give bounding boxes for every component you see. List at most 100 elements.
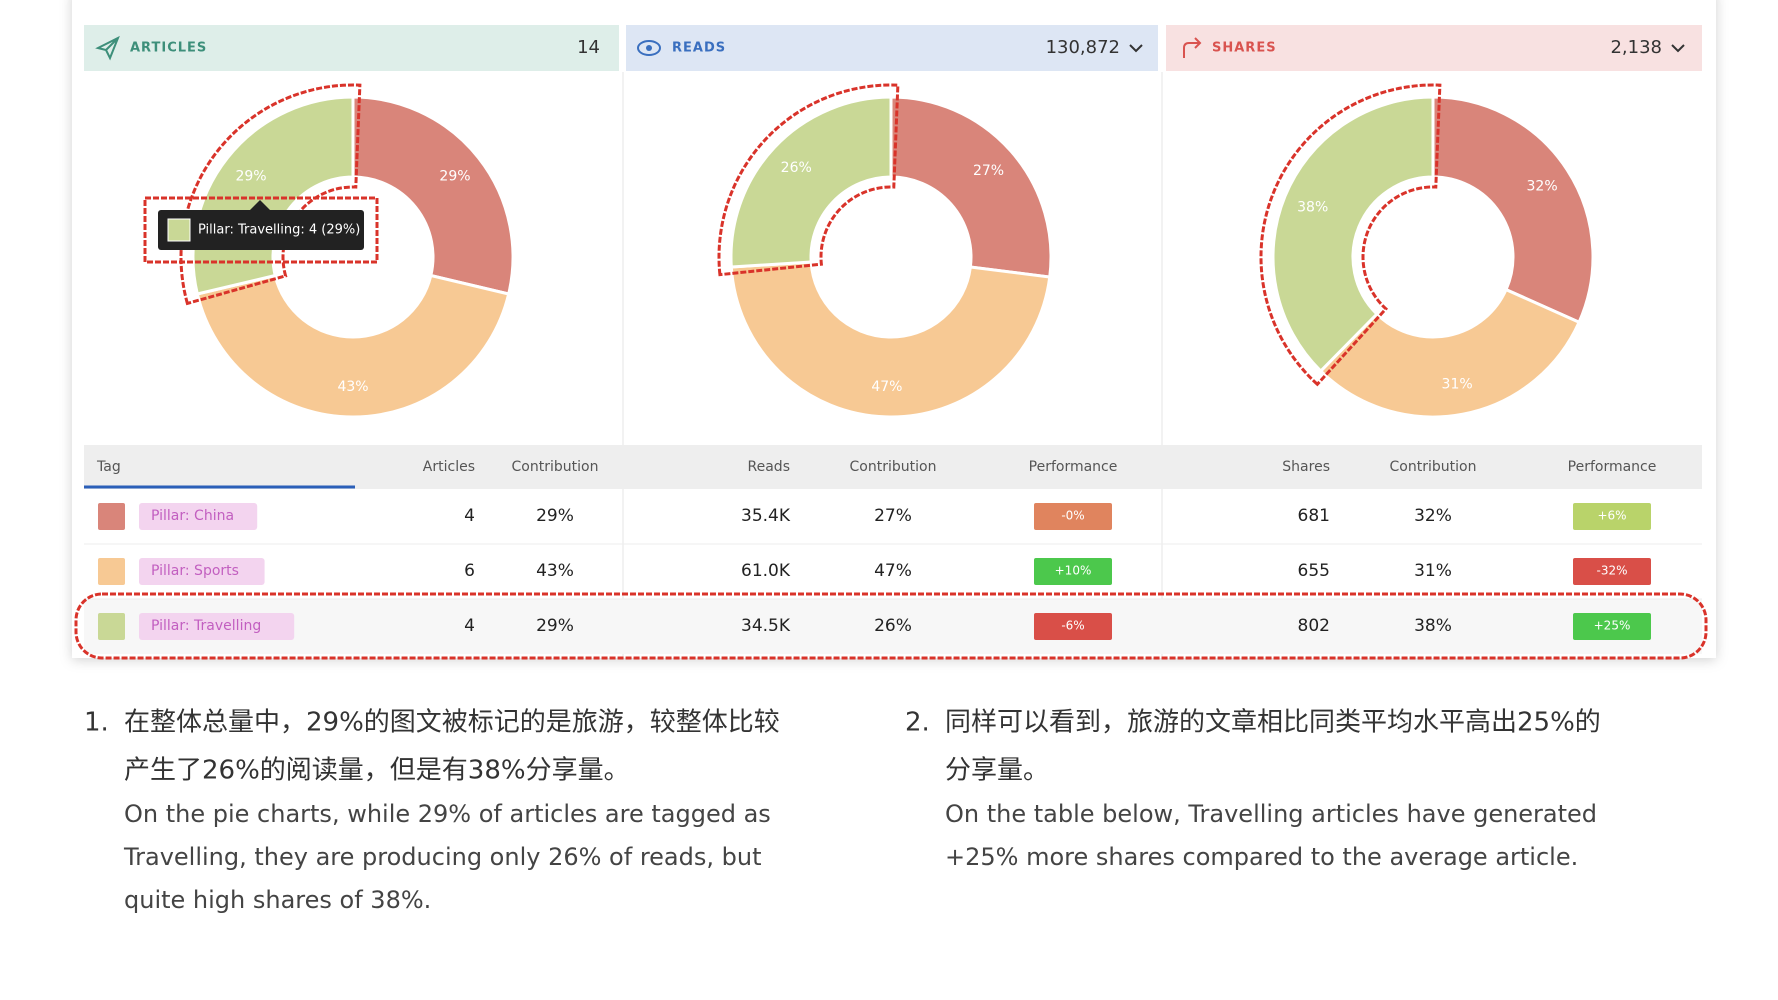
donut-slice[interactable] — [729, 260, 1052, 419]
eye-icon — [637, 40, 661, 56]
column-header[interactable]: Performance — [1029, 459, 1118, 475]
cell: 26% — [874, 616, 912, 636]
performance-value: +10% — [1055, 564, 1092, 578]
column-header[interactable]: Contribution — [850, 459, 937, 475]
note-english: On the table below, Travelling articles … — [945, 800, 1597, 828]
donut-slice[interactable] — [729, 95, 893, 269]
cell: 6 — [464, 561, 475, 581]
tag-label[interactable]: Pillar: Sports — [151, 563, 239, 579]
tooltip-outline — [143, 196, 379, 264]
slice-label: 43% — [337, 379, 368, 395]
donut-slice[interactable] — [889, 95, 1053, 279]
reads-header[interactable] — [626, 25, 1158, 71]
performance-value: +25% — [1594, 619, 1631, 633]
note-english: quite high shares of 38%. — [124, 886, 431, 914]
cell: 38% — [1414, 616, 1452, 636]
slice-label: 31% — [1442, 377, 1473, 393]
cell: 47% — [874, 561, 912, 581]
column-header[interactable]: Articles — [423, 459, 475, 475]
tag-label[interactable]: Pillar: Travelling — [151, 618, 261, 634]
donut-slice[interactable] — [1431, 95, 1595, 325]
cell: 802 — [1298, 616, 1330, 636]
cell: 4 — [464, 616, 475, 636]
panel-label: READS — [672, 41, 726, 56]
note-english: On the pie charts, while 29% of articles… — [124, 800, 771, 828]
column-header[interactable]: Tag — [96, 459, 121, 475]
dropdown-arrow[interactable] — [1129, 44, 1143, 53]
cell: 43% — [536, 561, 574, 581]
note-english: Travelling, they are producing only 26% … — [123, 843, 761, 871]
column-header[interactable]: Performance — [1568, 459, 1657, 475]
tooltip-pointer — [250, 200, 270, 210]
tag-swatch — [98, 613, 125, 640]
share-icon — [1183, 37, 1202, 58]
cell: 32% — [1414, 506, 1452, 526]
cell: 35.4K — [741, 506, 791, 526]
cell: 31% — [1414, 561, 1452, 581]
donut-slice[interactable] — [1318, 287, 1582, 419]
donut-slice[interactable] — [1271, 95, 1435, 374]
send-icon — [95, 35, 120, 61]
tag-swatch — [98, 503, 125, 530]
performance-value: +6% — [1597, 509, 1626, 523]
table-header — [84, 445, 1702, 489]
tag-pill[interactable] — [139, 503, 258, 530]
eye-icon — [646, 45, 652, 51]
donut-slice[interactable] — [195, 273, 511, 419]
note-chinese: 分享量。 — [945, 756, 1049, 786]
panel-total: 2,138 — [1610, 37, 1662, 58]
annotation-outline — [1259, 83, 1442, 387]
note-chinese: 在整体总量中，29%的图文被标记的是旅游，较整体比较 — [124, 708, 780, 738]
slice-label: 29% — [439, 168, 470, 184]
donut-slice[interactable] — [351, 95, 515, 296]
annotation-outline — [717, 83, 900, 277]
cell: 29% — [536, 616, 574, 636]
note-english: +25% more shares compared to the average… — [945, 843, 1578, 871]
annotation-outline — [74, 592, 1708, 660]
cell: 27% — [874, 506, 912, 526]
panel-label: ARTICLES — [130, 41, 207, 56]
performance-badge — [1573, 558, 1651, 585]
slice-label: 27% — [973, 163, 1004, 179]
slice-label: 38% — [1297, 200, 1328, 216]
performance-badge — [1573, 613, 1651, 640]
tag-label[interactable]: Pillar: China — [151, 508, 234, 524]
tooltip-swatch — [167, 218, 191, 242]
performance-value: -0% — [1061, 509, 1084, 523]
slice-label: 47% — [871, 379, 902, 395]
dropdown-arrow[interactable] — [1671, 44, 1685, 53]
slice-label: 32% — [1527, 178, 1558, 194]
tooltip-text: Pillar: Travelling: 4 (29%) — [198, 223, 360, 238]
row-highlight — [84, 599, 1702, 654]
note-chinese: 产生了26%的阅读量，但是有38%分享量。 — [124, 756, 630, 786]
cell: 34.5K — [741, 616, 791, 636]
column-header[interactable]: Shares — [1282, 459, 1330, 475]
note-number: 1. — [84, 708, 109, 738]
panel-label: SHARES — [1212, 41, 1277, 56]
cell: 681 — [1298, 506, 1330, 526]
note-chinese: 同样可以看到，旅游的文章相比同类平均水平高出25%的 — [945, 708, 1601, 738]
cell: 4 — [464, 506, 475, 526]
slice-label: 26% — [781, 160, 812, 176]
articles-header — [84, 25, 619, 71]
column-header[interactable]: Contribution — [1390, 459, 1477, 475]
shares-header[interactable] — [1166, 25, 1702, 71]
tag-pill[interactable] — [139, 613, 295, 640]
cell: 655 — [1298, 561, 1330, 581]
tag-swatch — [98, 558, 125, 585]
performance-badge — [1573, 503, 1651, 530]
cell: 61.0K — [741, 561, 791, 581]
column-header[interactable]: Reads — [748, 459, 790, 475]
tag-pill[interactable] — [139, 558, 265, 585]
column-header[interactable]: Contribution — [512, 459, 599, 475]
performance-badge — [1034, 503, 1112, 530]
tooltip — [158, 210, 364, 250]
performance-badge — [1034, 558, 1112, 585]
note-number: 2. — [905, 708, 930, 738]
cell: 29% — [536, 506, 574, 526]
slice-label: 29% — [235, 168, 266, 184]
panel-total: 14 — [577, 37, 600, 58]
performance-value: -32% — [1596, 564, 1627, 578]
performance-badge — [1034, 613, 1112, 640]
